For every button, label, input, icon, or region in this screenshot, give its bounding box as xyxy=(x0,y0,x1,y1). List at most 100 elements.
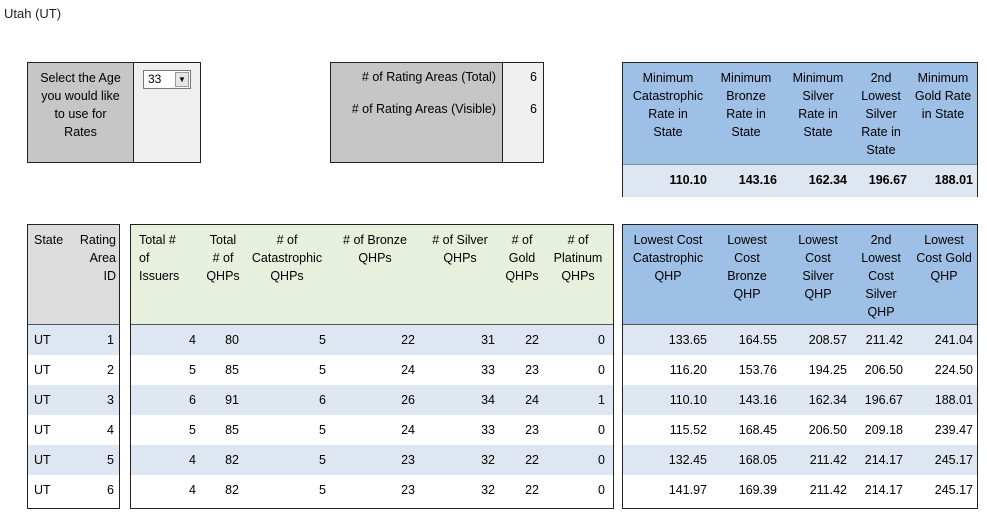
header-line: # of xyxy=(276,233,298,247)
issuers-cell: 4 xyxy=(189,483,196,497)
lc-2nd-silver-cell: 211.42 xyxy=(865,333,903,347)
state-cell: UT xyxy=(34,423,51,437)
platinum-qhps-cell: 0 xyxy=(598,483,605,497)
header-line: Minimum xyxy=(792,71,844,85)
header-line: Gold xyxy=(508,251,536,265)
min-gold-header: Minimum Gold Rate in State xyxy=(909,69,977,123)
state-cell: UT xyxy=(34,483,51,497)
header-line: Gold Rate xyxy=(914,89,972,103)
table-row: 5 85 5 24 33 23 0 xyxy=(131,355,613,385)
lc-bronze-cell: 164.55 xyxy=(738,333,777,347)
lowest-cost-header: Lowest Cost Catastrophic QHP Lowest Cost… xyxy=(623,225,977,325)
lc-gold-header: Lowest Cost Gold QHP xyxy=(911,231,977,285)
platinum-qhps-cell: 0 xyxy=(598,423,605,437)
min-gold-value: 188.01 xyxy=(934,173,973,187)
state-cell: UT xyxy=(34,453,51,467)
header-line: QHPs xyxy=(270,269,304,283)
bronze-qhps-cell: 24 xyxy=(401,423,415,437)
silver-qhps-cell: 34 xyxy=(481,393,495,407)
lc-cat-cell: 110.10 xyxy=(669,393,707,407)
rating-areas-visible-label: # of Rating Areas (Visible) xyxy=(351,102,496,116)
platinum-qhps-cell: 0 xyxy=(598,333,605,347)
lc-silver-cell: 208.57 xyxy=(808,333,847,347)
lc-cat-cell: 141.97 xyxy=(668,483,707,497)
state-area-header: State Rating Area ID xyxy=(28,225,119,325)
header-line: Rating xyxy=(79,233,116,247)
bronze-qhps-header: # of Bronze QHPs xyxy=(335,231,415,267)
silver-qhps-cell: 33 xyxy=(481,423,495,437)
area-cell: 1 xyxy=(107,333,114,347)
header-line: Minimum xyxy=(917,71,969,85)
age-label-line: to use for xyxy=(54,107,107,121)
header-line: # of Bronze xyxy=(343,233,407,247)
min-silver-header: Minimum Silver Rate in State xyxy=(783,69,853,141)
header-line: Platinum xyxy=(553,251,603,265)
header-line: Catastrophic xyxy=(632,89,704,103)
header-line: Rate in xyxy=(648,107,688,121)
table-row: 5 85 5 24 33 23 0 xyxy=(131,415,613,445)
header-line: # of xyxy=(567,233,589,247)
cat-qhps-cell: 5 xyxy=(319,453,326,467)
lc-silver-cell: 211.42 xyxy=(809,483,847,497)
header-line: # of Silver xyxy=(432,233,488,247)
silver-qhps-cell: 33 xyxy=(481,363,495,377)
state-area-table: State Rating Area ID UT 1 UT 2 UT 3 UT 4 UT 5 UT 6 xyxy=(27,224,120,509)
platinum-qhps-cell: 1 xyxy=(598,393,605,407)
header-line: # of xyxy=(212,251,234,265)
total-qhps-cell: 85 xyxy=(225,423,239,437)
platinum-qhps-header: # of Platinum QHPs xyxy=(545,231,611,285)
lc-bronze-header: Lowest Cost Bronze QHP xyxy=(717,231,777,303)
header-line: State xyxy=(866,143,896,157)
header-line: of xyxy=(139,251,150,265)
issuers-header: Total # of Issuers xyxy=(139,231,179,285)
chevron-down-icon[interactable]: ▼ xyxy=(175,72,189,87)
lc-bronze-cell: 168.45 xyxy=(738,423,777,437)
total-qhps-cell: 85 xyxy=(225,363,239,377)
lc-gold-cell: 239.47 xyxy=(934,423,973,437)
lc-gold-cell: 245.17 xyxy=(934,483,973,497)
table-row: 116.20 153.76 194.25 206.50 224.50 xyxy=(623,355,977,385)
cat-qhps-cell: 5 xyxy=(319,483,326,497)
lc-2nd-silver-cell: 214.17 xyxy=(864,453,903,467)
table-row: 6 91 6 26 34 24 1 xyxy=(131,385,613,415)
lowest-cost-table: Lowest Cost Catastrophic QHP Lowest Cost… xyxy=(622,224,978,509)
header-line: Lowest xyxy=(861,251,901,265)
lc-gold-cell: 245.17 xyxy=(934,453,973,467)
lc-2nd-silver-cell: 206.50 xyxy=(864,363,903,377)
lc-silver-cell: 162.34 xyxy=(808,393,847,407)
header-line: 2nd xyxy=(870,71,892,85)
header-line: Bronze xyxy=(726,89,766,103)
header-line: Silver xyxy=(802,269,834,283)
age-label-line: you would like xyxy=(41,89,120,103)
header-line: Lowest xyxy=(924,233,964,247)
state-cell: UT xyxy=(34,333,51,347)
lc-cat-cell: 132.45 xyxy=(668,453,707,467)
header-line: QHP xyxy=(867,305,895,319)
qhp-counts-header: Total # of Issuers Total # of QHPs # of … xyxy=(131,225,613,325)
age-selector-cell: 33 ▼ xyxy=(134,63,200,162)
table-row: 4 80 5 22 31 22 0 xyxy=(131,325,613,355)
header-line: Silver xyxy=(865,287,897,301)
rating-areas-total-value: 6 xyxy=(530,70,537,84)
header-line: QHPs xyxy=(505,269,539,283)
header-line: Minimum xyxy=(642,71,694,85)
lc-silver-header: Lowest Cost Silver QHP xyxy=(789,231,847,303)
header-line: Lowest Cost xyxy=(633,233,703,247)
header-line: Rate in xyxy=(861,125,901,139)
lc-2nd-silver-cell: 209.18 xyxy=(864,423,903,437)
gold-qhps-cell: 23 xyxy=(525,363,539,377)
issuers-cell: 6 xyxy=(189,393,196,407)
page-title: Utah (UT) xyxy=(4,6,62,21)
header-line: # of xyxy=(511,233,533,247)
header-line: Lowest xyxy=(798,233,838,247)
min-rates-header: Minimum Catastrophic Rate in State Minim… xyxy=(623,63,977,165)
lc-bronze-cell: 169.39 xyxy=(738,483,777,497)
lc-2nd-silver-header: 2nd Lowest Cost Silver QHP xyxy=(853,231,909,321)
header-line: QHP xyxy=(804,287,832,301)
min-2nd-silver-header: 2nd Lowest Silver Rate in State xyxy=(853,69,909,159)
header-line: Minimum xyxy=(720,71,772,85)
area-cell: 5 xyxy=(107,453,114,467)
header-line: State xyxy=(731,125,761,139)
lc-bronze-cell: 153.76 xyxy=(738,363,777,377)
age-dropdown[interactable]: 33 ▼ xyxy=(143,70,191,89)
